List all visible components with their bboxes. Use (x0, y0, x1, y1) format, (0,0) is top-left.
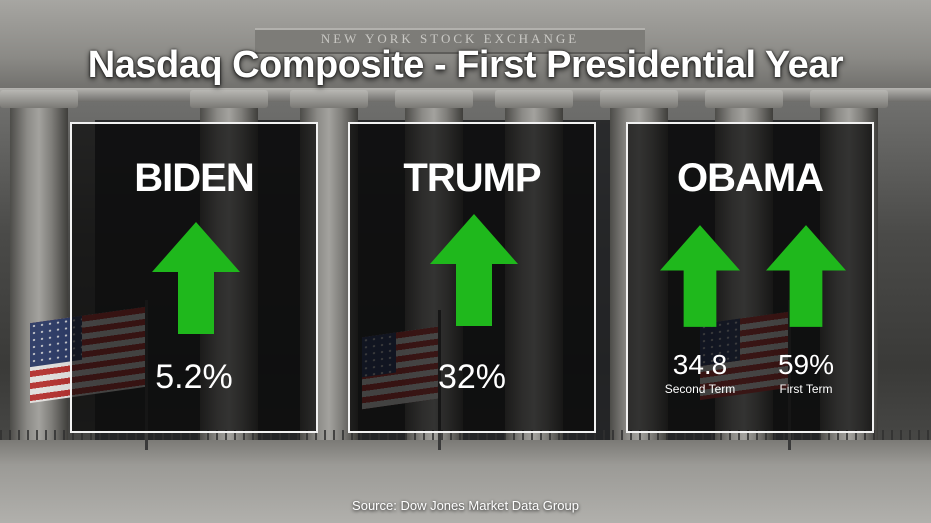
source-caption: Source: Dow Jones Market Data Group (352, 498, 579, 513)
up-arrow-icon (430, 214, 518, 326)
biden-panel: BIDEN 5.2% (70, 122, 318, 433)
trump-panel: TRUMP 32% (348, 122, 596, 433)
second-term-value: 34.8 (672, 349, 728, 380)
up-arrow-icon (766, 222, 846, 330)
obama-panel: OBAMA 34.8 Second Term 59% First Term (626, 122, 874, 433)
panel-title: TRUMP (403, 156, 541, 200)
inscription-band (255, 28, 645, 54)
percent-change: 32% (437, 358, 507, 396)
up-arrow-icon (660, 222, 740, 330)
up-arrow-icon (152, 222, 240, 334)
page-title: Nasdaq Composite - First Presidential Ye… (87, 44, 844, 86)
first-term-value: 59% (777, 349, 835, 380)
building-column (0, 90, 78, 465)
second-term-label: Second Term (664, 382, 736, 396)
building-inscription: NEW YORK STOCK EXCHANGE (320, 31, 580, 46)
percent-change: 5.2% (155, 358, 233, 396)
building-base (0, 440, 931, 523)
first-term-label: First Term (779, 382, 833, 396)
panel-title: BIDEN (134, 156, 254, 200)
panel-title: OBAMA (676, 156, 824, 200)
